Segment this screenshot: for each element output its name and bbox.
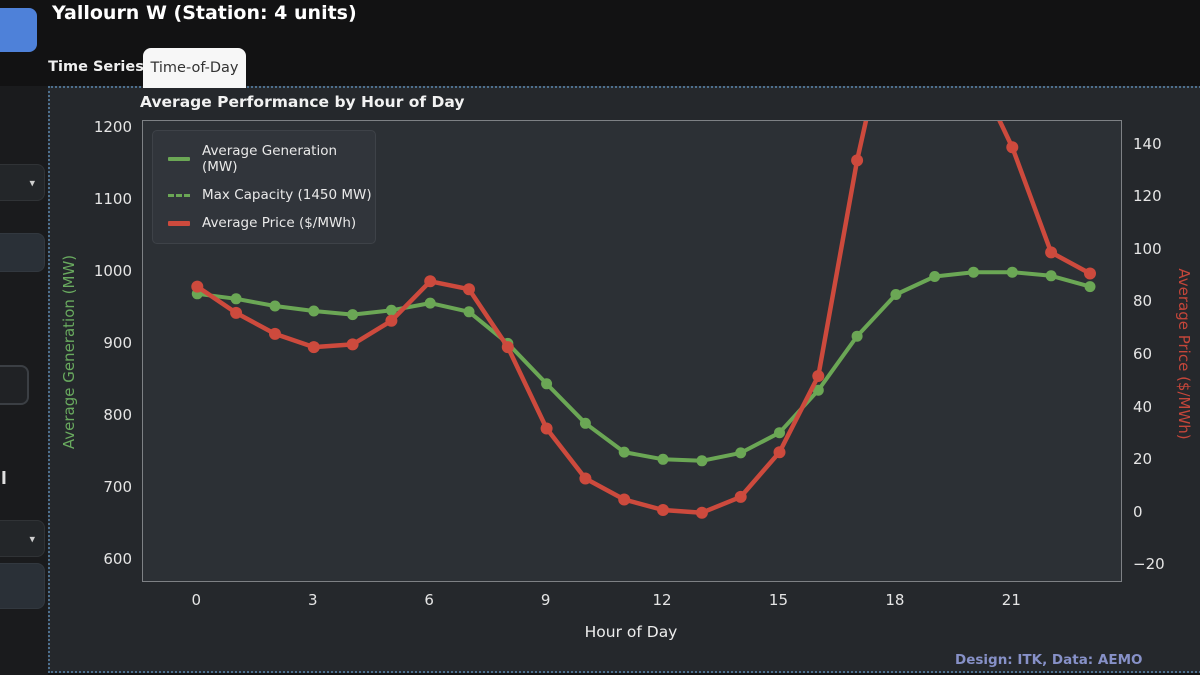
page-title: Yallourn W (Station: 4 units) xyxy=(52,2,357,24)
x-axis-tick: 0 xyxy=(191,591,202,609)
legend-item-price: Average Price ($/MWh) xyxy=(153,215,375,231)
y-axis-tick-left: 900 xyxy=(103,334,132,353)
data-point-generation xyxy=(269,300,281,312)
y-axis-tick-left: 1000 xyxy=(93,262,132,281)
data-point-generation xyxy=(657,453,669,465)
y-axis-tick-right: 0 xyxy=(1133,502,1143,521)
data-point-price xyxy=(734,490,747,503)
data-point-generation xyxy=(579,417,591,429)
left-sidebar: ▾ l ▾ xyxy=(0,86,48,675)
data-point-generation xyxy=(774,427,785,439)
y-axis-tick-right: 80 xyxy=(1133,292,1153,311)
data-point-price xyxy=(230,306,243,319)
legend-swatch-generation xyxy=(168,157,190,161)
tab-time-of-day[interactable]: Time-of-Day xyxy=(143,48,246,88)
data-point-price xyxy=(851,154,864,167)
data-point-price xyxy=(463,283,475,296)
credit-text: Design: ITK, Data: AEMO xyxy=(955,652,1143,668)
legend-swatch-capacity xyxy=(168,193,190,197)
x-axis-tick: 15 xyxy=(768,591,789,609)
data-point-generation xyxy=(385,304,397,316)
y-axis-tick-right: −20 xyxy=(1133,555,1165,574)
data-point-generation xyxy=(851,330,863,342)
data-point-price xyxy=(424,275,437,288)
line-chart xyxy=(191,121,1096,519)
data-point-price xyxy=(773,446,786,459)
y-axis-tick-right: 60 xyxy=(1133,344,1153,363)
chevron-down-icon: ▾ xyxy=(29,176,35,189)
tab-time-series[interactable]: Time Series xyxy=(48,59,144,75)
data-point-generation xyxy=(929,271,941,282)
data-point-price xyxy=(191,280,204,293)
data-point-generation xyxy=(1006,266,1018,278)
y-axis-tick-right: 120 xyxy=(1133,187,1162,206)
y-axis-tick-right: 100 xyxy=(1133,239,1162,258)
legend-label: Average Generation (MW) xyxy=(202,143,338,175)
data-point-price xyxy=(1045,246,1058,259)
series-line-generation xyxy=(197,270,1091,463)
y-axis-tick-left: 700 xyxy=(103,478,132,497)
x-axis-label: Hour of Day xyxy=(584,623,678,641)
x-axis-tick: 6 xyxy=(424,591,434,609)
data-point-price xyxy=(269,327,281,340)
legend-item-generation: Average Generation (MW) xyxy=(153,143,375,175)
data-point-generation xyxy=(696,455,708,467)
data-point-price xyxy=(540,422,553,435)
sidebar-input-top[interactable] xyxy=(0,233,45,272)
y-axis-tick-left: 1100 xyxy=(93,190,132,209)
chevron-down-icon: ▾ xyxy=(29,532,35,545)
header-bar: Yallourn W (Station: 4 units) Time Serie… xyxy=(0,0,1200,88)
y-axis-tick-left: 800 xyxy=(103,406,132,425)
data-point-price xyxy=(812,370,825,382)
data-point-generation xyxy=(618,446,630,458)
x-axis-tick: 12 xyxy=(652,591,672,609)
legend-label: Max Capacity (1450 MW) xyxy=(202,187,372,203)
data-point-generation xyxy=(541,378,553,390)
sidebar-label-fragment: l xyxy=(1,469,7,489)
chart-legend: Average Generation (MW) Max Capacity (14… xyxy=(152,130,376,244)
data-point-price xyxy=(695,506,708,519)
data-point-generation xyxy=(308,305,320,317)
series-line-price xyxy=(196,121,1092,515)
y-axis-tick-right: 140 xyxy=(1133,134,1162,153)
data-point-generation xyxy=(230,293,242,305)
data-point-price xyxy=(501,341,514,354)
data-point-price xyxy=(1084,267,1096,280)
data-point-price xyxy=(1006,141,1019,154)
legend-label: Average Price ($/MWh) xyxy=(202,215,357,231)
data-point-price xyxy=(385,314,398,327)
data-point-generation xyxy=(1084,281,1096,293)
sidebar-dropdown-bottom[interactable]: ▾ xyxy=(0,520,45,557)
sidebar-accent-button[interactable] xyxy=(0,8,37,52)
data-point-generation xyxy=(424,297,436,309)
data-point-price xyxy=(657,504,669,516)
data-point-price xyxy=(618,493,631,506)
y-axis-tick-left: 600 xyxy=(103,550,132,569)
sidebar-input-bottom[interactable] xyxy=(0,563,45,609)
data-point-price xyxy=(579,472,592,485)
x-axis-tick: 3 xyxy=(307,591,318,609)
legend-swatch-price xyxy=(168,220,190,226)
sidebar-partial-box[interactable] xyxy=(0,365,29,405)
y-axis-tick-right: 20 xyxy=(1133,450,1153,469)
data-point-generation xyxy=(347,309,359,321)
sidebar-dropdown-top[interactable]: ▾ xyxy=(0,164,45,201)
data-point-generation xyxy=(890,289,902,300)
legend-item-capacity: Max Capacity (1450 MW) xyxy=(153,187,375,203)
data-point-generation xyxy=(812,384,824,396)
data-point-generation xyxy=(968,266,979,278)
data-point-price xyxy=(346,338,359,351)
chart-canvas-panel: Average Performance by Hour of Day Avera… xyxy=(48,86,1200,673)
y-axis-tick-right: 40 xyxy=(1133,397,1153,416)
data-point-generation xyxy=(1045,270,1057,282)
x-axis-tick: 9 xyxy=(540,591,551,609)
chart-title: Average Performance by Hour of Day xyxy=(140,93,465,111)
data-point-generation xyxy=(735,447,747,459)
data-point-price xyxy=(307,341,320,354)
data-point-generation xyxy=(463,306,475,318)
x-axis-tick: 18 xyxy=(885,591,905,609)
x-axis-tick: 21 xyxy=(1001,591,1021,609)
y-axis-tick-left: 1200 xyxy=(93,118,132,137)
